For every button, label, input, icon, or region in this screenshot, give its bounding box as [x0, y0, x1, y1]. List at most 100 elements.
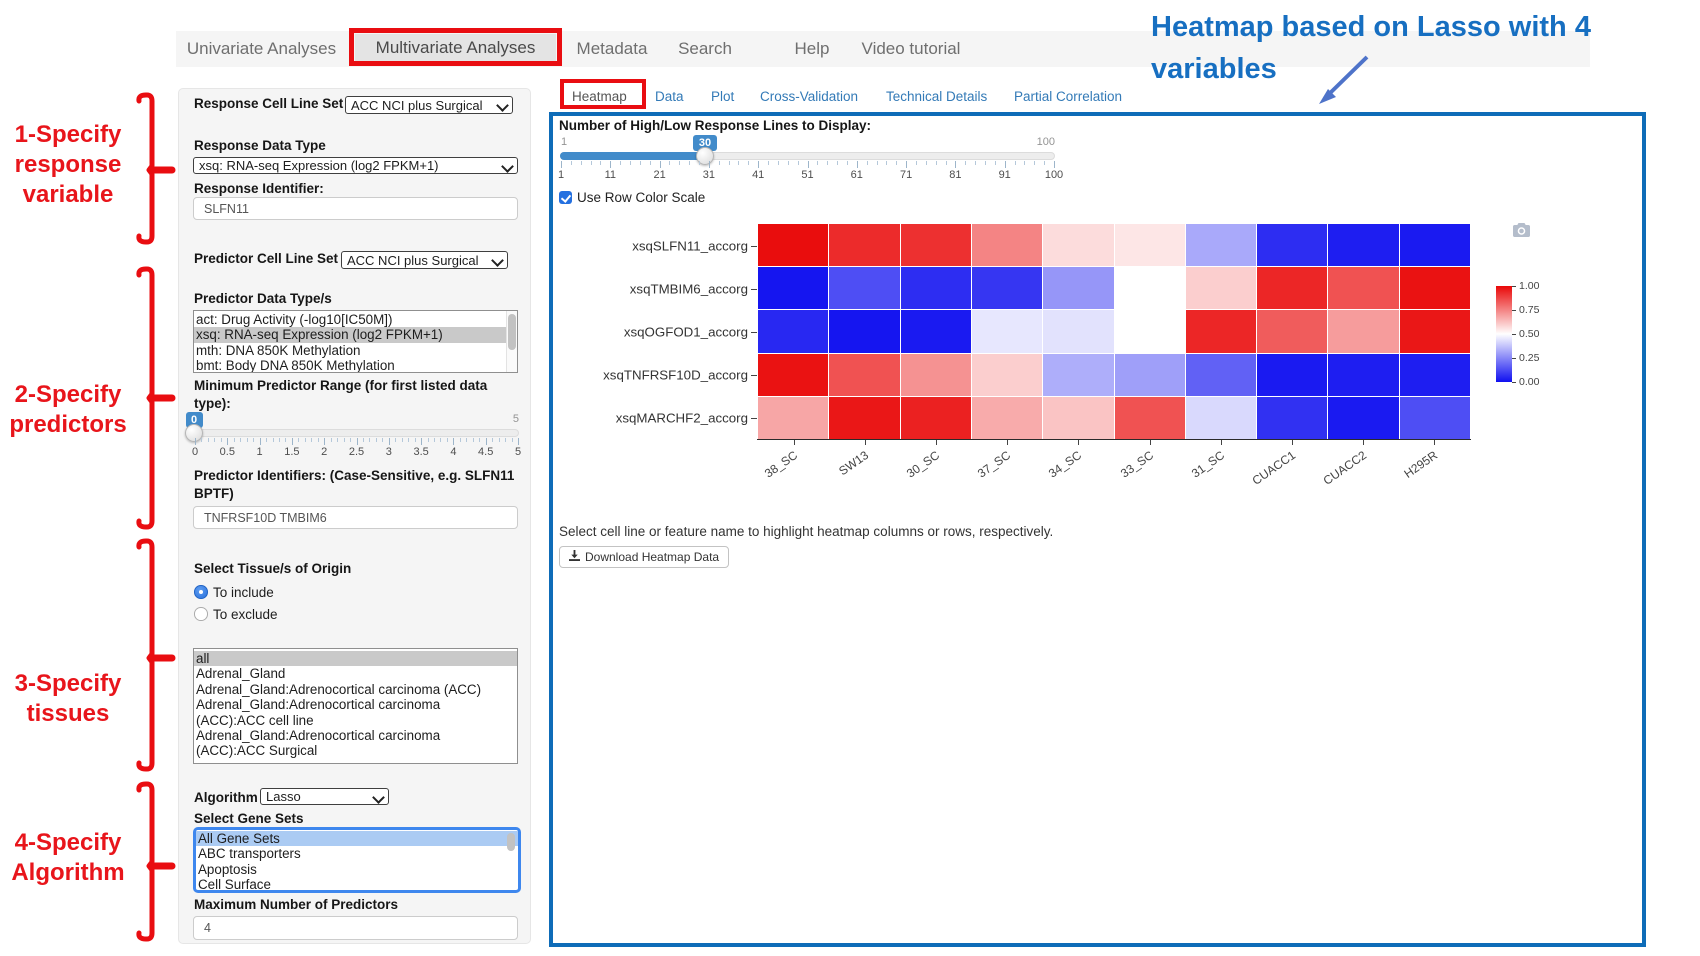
heatmap-cell-xsqOGFOD1_accorg-31_SC[interactable]	[1185, 310, 1257, 353]
heatmap-cell-xsqOGFOD1_accorg-SW13[interactable]	[829, 310, 900, 353]
heatmap-cell-xsqTNFRSF10D_accorg-33_SC[interactable]	[1114, 353, 1185, 396]
heatmap-cell-xsqTMBIM6_accorg-CUACC2[interactable]	[1328, 267, 1399, 310]
list-option[interactable]: Adrenal_Gland:Adrenocortical carcinoma (…	[196, 681, 482, 697]
subtab-partial-correlation[interactable]: Partial Correlation	[1014, 89, 1123, 104]
list-option[interactable]: all	[194, 651, 517, 667]
list-option[interactable]: Adrenal_Gland	[196, 666, 286, 682]
response-data-type-select[interactable]: xsq: RNA-seq Expression (log2 FPKM+1)	[193, 157, 518, 174]
heatmap-cell-xsqSLFN11_accorg-H295R[interactable]	[1399, 224, 1470, 267]
list-option[interactable]: Adrenal_Gland:Adrenocortical carcinoma (…	[196, 728, 441, 759]
max-predictors-input[interactable]: 4	[193, 916, 518, 940]
heatmap-cell-xsqMARCHF2_accorg-38_SC[interactable]	[758, 396, 829, 439]
heatmap-cell-xsqSLFN11_accorg-31_SC[interactable]	[1185, 224, 1257, 267]
heatmap-cell-xsqMARCHF2_accorg-H295R[interactable]	[1399, 396, 1470, 439]
nav-item-video-tutorial[interactable]: Video tutorial	[861, 39, 961, 58]
list-option[interactable]: bmt: Body DNA 850K Methylation	[196, 358, 395, 373]
heatmap-cell-xsqOGFOD1_accorg-H295R[interactable]	[1399, 310, 1470, 353]
tissue-list[interactable]: all Adrenal_Gland Adrenal_Gland:Adrenocort…	[193, 648, 518, 764]
heatmap-cell-xsqOGFOD1_accorg-30_SC[interactable]	[900, 310, 971, 353]
nav-item-help[interactable]: Help	[794, 39, 830, 58]
heatmap-cell-xsqTMBIM6_accorg-H295R[interactable]	[1399, 267, 1470, 310]
predictor-identifiers-input[interactable]: TNFRSF10D TMBIM6	[193, 506, 518, 529]
heatmap-cell-xsqOGFOD1_accorg-CUACC2[interactable]	[1328, 310, 1399, 353]
heatmap-cell-xsqSLFN11_accorg-34_SC[interactable]	[1043, 224, 1114, 267]
scrollbar-thumb[interactable]	[507, 833, 515, 851]
heatmap-cell-xsqTMBIM6_accorg-38_SC[interactable]	[758, 267, 829, 310]
heatmap-cell-xsqOGFOD1_accorg-CUACC1[interactable]	[1257, 310, 1328, 353]
list-option[interactable]: xsq: RNA-seq Expression (log2 FPKM+1)	[194, 327, 517, 343]
heatmap-row-label[interactable]: xsqMARCHF2_accorg	[615, 410, 748, 425]
heatmap-cell-xsqOGFOD1_accorg-33_SC[interactable]	[1114, 310, 1185, 353]
heatmap-cell-xsqSLFN11_accorg-SW13[interactable]	[829, 224, 900, 267]
heatmap-cell-xsqSLFN11_accorg-30_SC[interactable]	[900, 224, 971, 267]
nav-item-univariate-analyses[interactable]: Univariate Analyses	[186, 39, 337, 58]
heatmap-cell-xsqMARCHF2_accorg-34_SC[interactable]	[1043, 396, 1114, 439]
heatmap-cell-xsqTNFRSF10D_accorg-CUACC2[interactable]	[1328, 353, 1399, 396]
subtab-data[interactable]: Data	[655, 89, 684, 104]
heatmap-cell-xsqMARCHF2_accorg-CUACC2[interactable]	[1328, 396, 1399, 439]
subtab-technical-details[interactable]: Technical Details	[886, 89, 988, 104]
nav-item-multivariate-analyses[interactable]: Multivariate Analyses	[355, 34, 556, 62]
heatmap-cell-xsqMARCHF2_accorg-SW13[interactable]	[829, 396, 900, 439]
list-option[interactable]: All Gene Sets	[196, 831, 518, 847]
lines-slider-handle[interactable]	[696, 147, 715, 165]
heatmap-cell-xsqMARCHF2_accorg-31_SC[interactable]	[1185, 396, 1257, 439]
subtab-heatmap[interactable]: Heatmap	[572, 89, 627, 104]
heatmap-cell-xsqSLFN11_accorg-37_SC[interactable]	[971, 224, 1043, 267]
heatmap-row-label[interactable]: xsqSLFN11_accorg	[632, 238, 748, 253]
response-identifier-input[interactable]: SLFN11	[193, 197, 518, 220]
list-option[interactable]: Adrenal_Gland:Adrenocortical carcinoma (…	[196, 697, 441, 728]
list-option[interactable]: ABC transporters	[198, 846, 301, 862]
heatmap-cell-xsqTNFRSF10D_accorg-30_SC[interactable]	[900, 353, 971, 396]
heatmap-row-label[interactable]: xsqTNFRSF10D_accorg	[603, 367, 748, 382]
response-cell-line-set-select[interactable]: ACC NCI plus Surgical	[345, 96, 513, 114]
heatmap-cell-xsqTMBIM6_accorg-CUACC1[interactable]	[1257, 267, 1328, 310]
heatmap-cell-xsqMARCHF2_accorg-33_SC[interactable]	[1114, 396, 1185, 439]
heatmap-cell-xsqMARCHF2_accorg-CUACC1[interactable]	[1257, 396, 1328, 439]
heatmap-cell-xsqOGFOD1_accorg-34_SC[interactable]	[1043, 310, 1114, 353]
heatmap-cell-xsqSLFN11_accorg-CUACC2[interactable]	[1328, 224, 1399, 267]
nav-item-metadata[interactable]: Metadata	[576, 39, 648, 58]
heatmap-row-label[interactable]: xsqTMBIM6_accorg	[629, 281, 748, 296]
heatmap-cell-xsqTMBIM6_accorg-30_SC[interactable]	[900, 267, 971, 310]
heatmap-cell-xsqTNFRSF10D_accorg-38_SC[interactable]	[758, 353, 829, 396]
heatmap-cell-xsqTMBIM6_accorg-SW13[interactable]	[829, 267, 900, 310]
algorithm-select[interactable]: Lasso	[260, 788, 389, 805]
heatmap-cell-xsqMARCHF2_accorg-37_SC[interactable]	[971, 396, 1043, 439]
gene-sets-list[interactable]: All Gene Sets ABC transporters Apoptosis Ce…	[193, 827, 521, 893]
subtab-plot[interactable]: Plot	[711, 89, 735, 104]
heatmap-cell-xsqTMBIM6_accorg-33_SC[interactable]	[1114, 267, 1185, 310]
heatmap-cell-xsqTNFRSF10D_accorg-H295R[interactable]	[1399, 353, 1470, 396]
heatmap-cell-xsqOGFOD1_accorg-38_SC[interactable]	[758, 310, 829, 353]
heatmap-cell-xsqTMBIM6_accorg-37_SC[interactable]	[971, 267, 1043, 310]
heatmap-cell-xsqSLFN11_accorg-CUACC1[interactable]	[1257, 224, 1328, 267]
heatmap-cell-xsqTNFRSF10D_accorg-CUACC1[interactable]	[1257, 353, 1328, 396]
heatmap-cell-xsqTNFRSF10D_accorg-34_SC[interactable]	[1043, 353, 1114, 396]
list-option[interactable]: mth: DNA 850K Methylation	[196, 342, 361, 358]
nav-item-search[interactable]: Search	[678, 39, 732, 58]
predictor-range-slider-handle[interactable]	[185, 424, 203, 442]
scrollbar-thumb[interactable]	[507, 314, 516, 350]
heatmap-cell-xsqTNFRSF10D_accorg-SW13[interactable]	[829, 353, 900, 396]
list-option[interactable]: Cell Surface	[198, 877, 271, 893]
heatmap-cell-xsqSLFN11_accorg-33_SC[interactable]	[1114, 224, 1185, 267]
heatmap-cell-xsqSLFN11_accorg-38_SC[interactable]	[758, 224, 829, 267]
heatmap-row-label[interactable]: xsqOGFOD1_accorg	[623, 324, 748, 339]
camera-icon[interactable]	[1513, 223, 1530, 237]
heatmap-cell-xsqTNFRSF10D_accorg-37_SC[interactable]	[971, 353, 1043, 396]
heatmap-cell-xsqOGFOD1_accorg-37_SC[interactable]	[971, 310, 1043, 353]
radio-to-include[interactable]	[194, 585, 208, 599]
list-option[interactable]: act: Drug Activity (-log10[IC50M])	[196, 312, 393, 327]
predictor-cell-line-set-select[interactable]: ACC NCI plus Surgical	[341, 251, 508, 269]
row-color-scale-checkbox[interactable]	[559, 191, 572, 204]
heatmap-cell-xsqMARCHF2_accorg-30_SC[interactable]	[900, 396, 971, 439]
heatmap-cell-xsqTNFRSF10D_accorg-31_SC[interactable]	[1185, 353, 1257, 396]
heatmap-cell-xsqTMBIM6_accorg-31_SC[interactable]	[1185, 267, 1257, 310]
heatmap-cell-xsqTMBIM6_accorg-34_SC[interactable]	[1043, 267, 1114, 310]
predictor-data-types-list[interactable]: act: Drug Activity (-log10[IC50M]) xsq: R…	[193, 310, 518, 373]
subtab-cross-validation[interactable]: Cross-Validation	[760, 89, 859, 104]
radio-to-exclude[interactable]	[194, 607, 208, 621]
download-heatmap-button[interactable]: Download Heatmap Data	[559, 546, 730, 568]
predictor-range-slider-track[interactable]	[194, 429, 519, 437]
list-option[interactable]: Apoptosis	[198, 861, 257, 877]
